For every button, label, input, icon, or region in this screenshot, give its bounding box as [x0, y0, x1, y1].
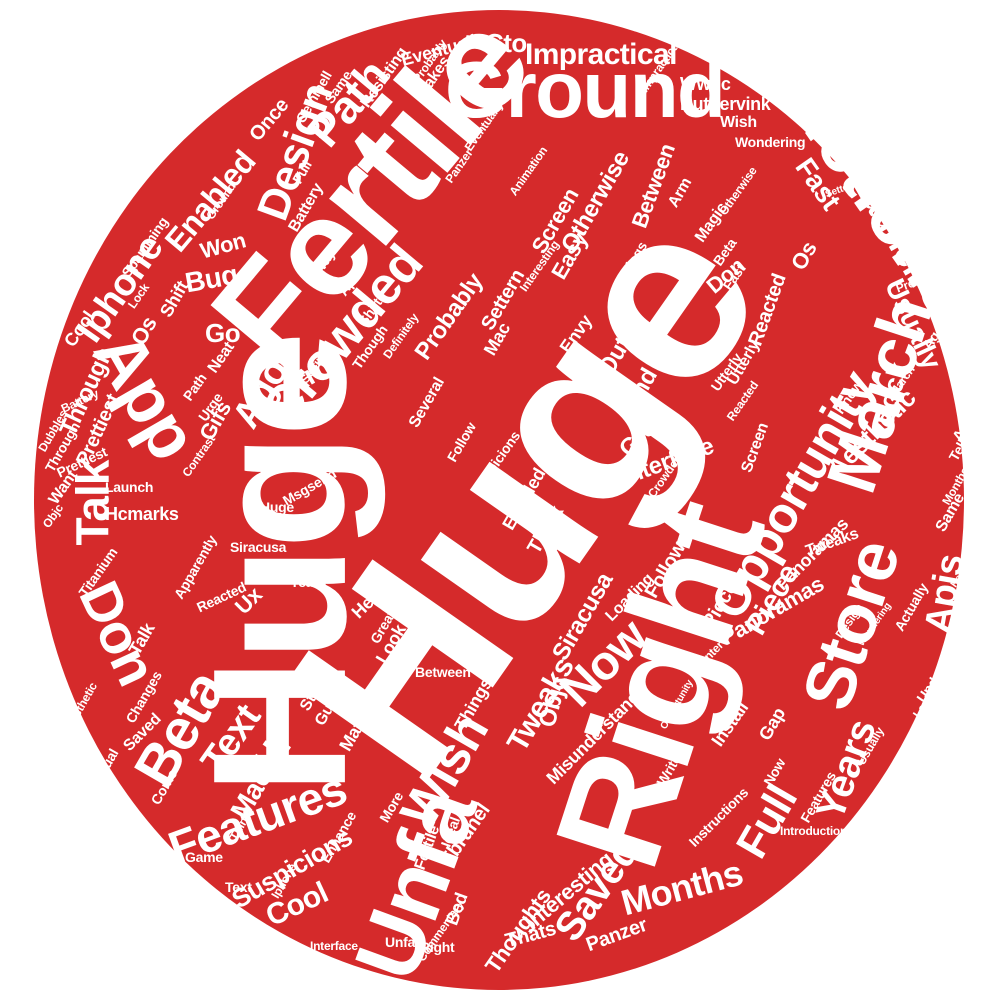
cloud-word-text: Text [225, 879, 252, 895]
cloud-word-os: Os [785, 237, 822, 275]
cloud-word-cto: Cto [485, 28, 527, 58]
cloud-word-objc: Objc [39, 501, 66, 531]
cloud-word-between: Between [626, 140, 680, 232]
cloud-word-introduction: Introduction [780, 824, 848, 838]
cloud-word-same: Same [932, 490, 968, 535]
cloud-word-wish: Wish [720, 114, 757, 131]
cloud-word-right: Right [420, 939, 455, 955]
cloud-word-visual: Visual [87, 745, 122, 789]
cloud-word-now: Now [760, 755, 789, 789]
cloud-word-arm: Arm [664, 175, 696, 211]
cloud-word-interface: Interface [310, 939, 358, 953]
cloud-word-wwdc: Wwdc [680, 74, 731, 94]
cloud-word-siracusa: Siracusa [230, 539, 287, 555]
cloud-word-app: App [949, 410, 980, 446]
cloud-word-otherwise: Otherwise [716, 164, 760, 218]
cloud-word-huge: Huge [260, 499, 294, 515]
cloud-word-years: Years [290, 574, 326, 590]
cloud-word-aesthetic: Aesthetic [61, 680, 100, 732]
cloud-word-hcmarks: Hcmarks [105, 504, 179, 524]
cloud-word-between: Between [415, 664, 471, 680]
cloud-word-go: Go [205, 318, 241, 348]
cloud-word-rutgervink: Rutgervink [680, 94, 771, 114]
cloud-word-screen: Screen [738, 420, 773, 475]
cloud-word-unfa: Unfa [385, 934, 415, 950]
cloud-word-gap: Gap [754, 704, 790, 744]
cloud-word-launch: Launch [105, 479, 154, 495]
cloud-word-impractical: Impractical [525, 38, 677, 71]
cloud-word-shift: Shift [155, 277, 193, 321]
cloud-word-wondering: Wondering [735, 134, 806, 150]
cloud-word-animation: Animation [506, 143, 551, 199]
cloud-word-ground: Ground [445, 45, 726, 134]
cloud-disc [34, 10, 964, 990]
cloud-word-game: Game [185, 849, 223, 865]
cloud-word-msgsend: Msgsend [875, 731, 931, 807]
